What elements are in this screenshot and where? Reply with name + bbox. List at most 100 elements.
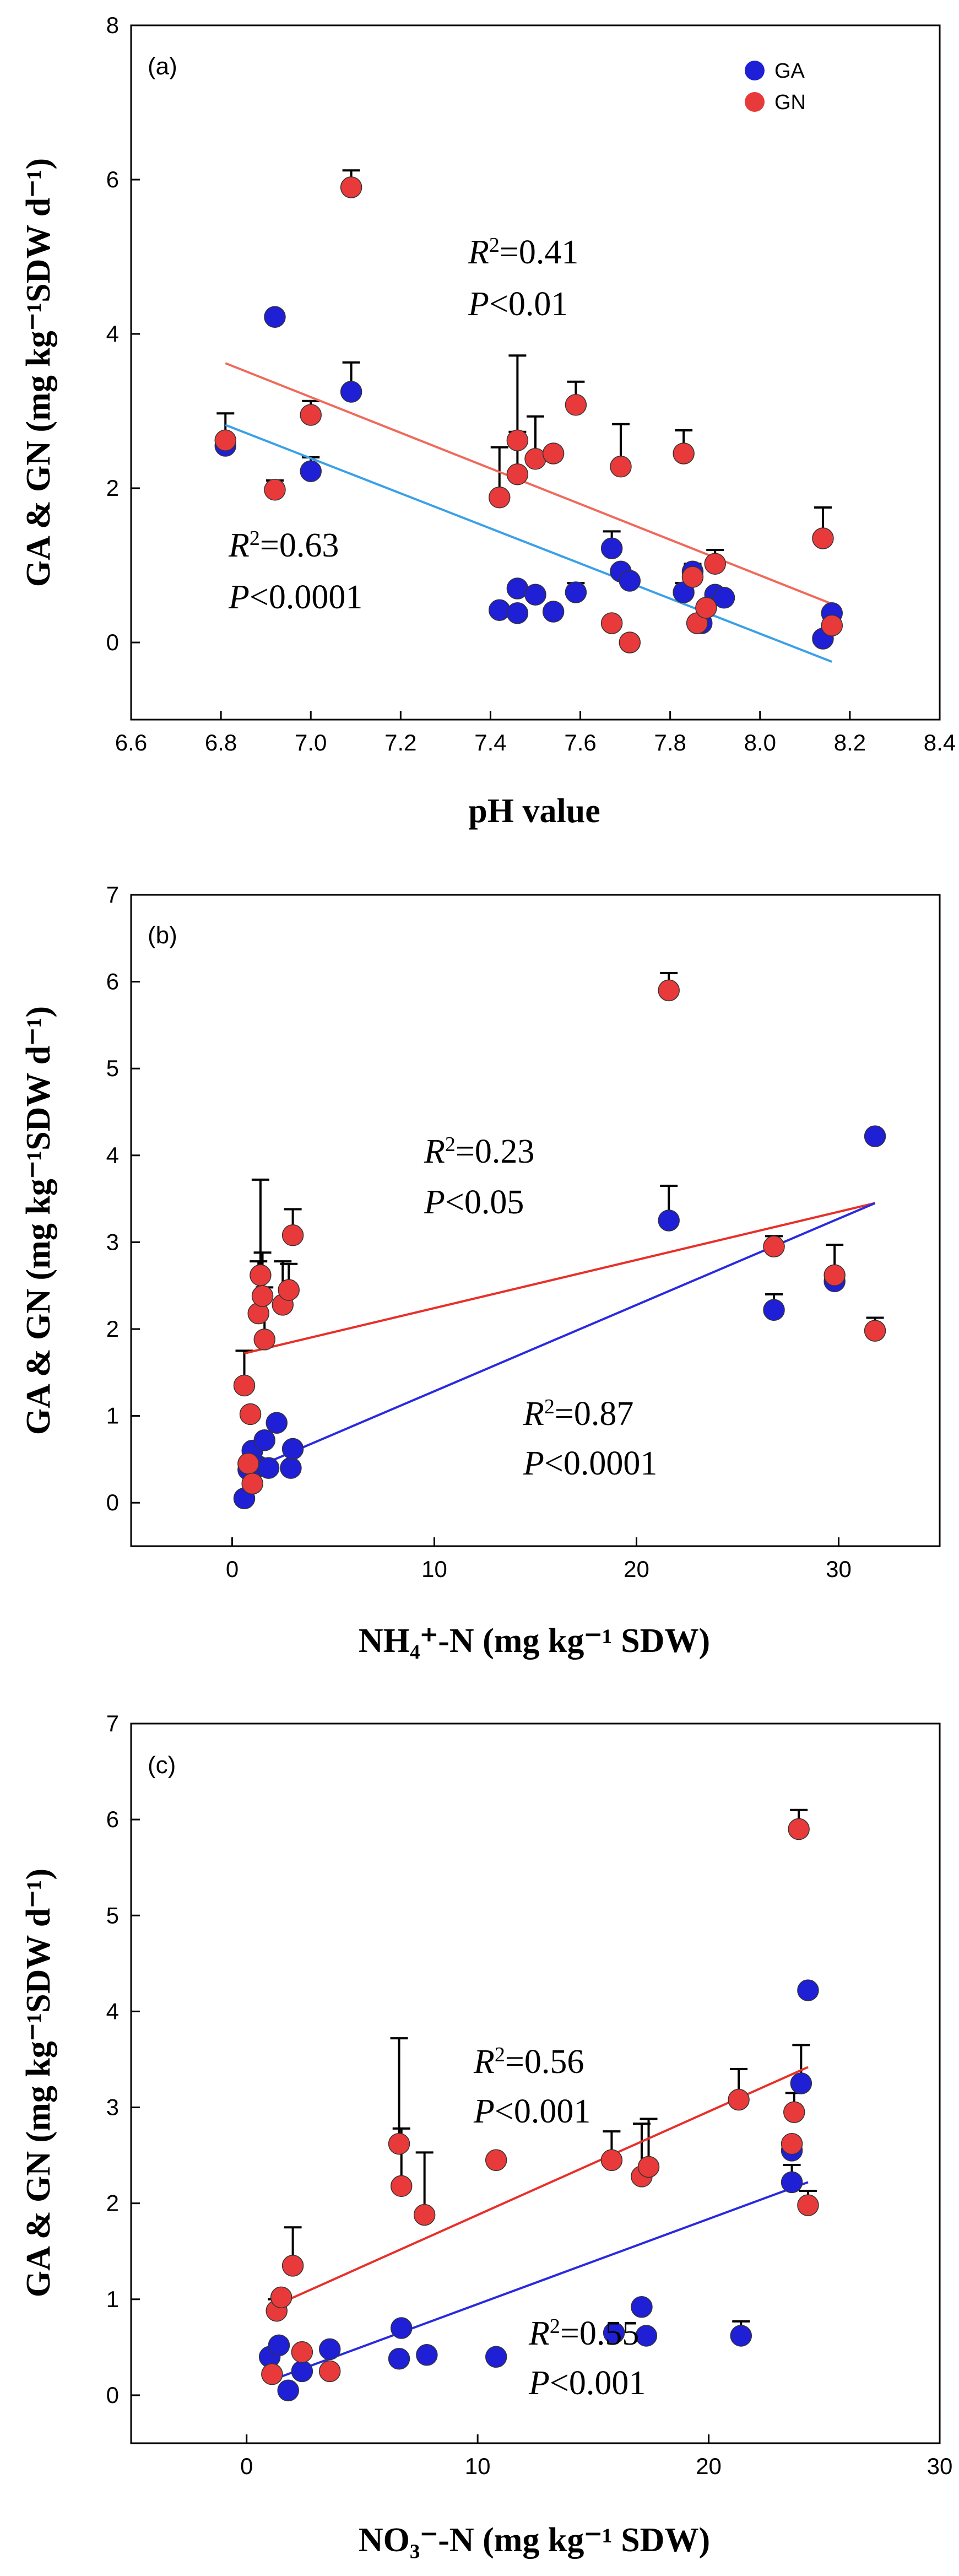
x-tick-label: 0 — [240, 2453, 253, 2479]
point-gn — [390, 2175, 413, 2197]
point-ga — [730, 2325, 752, 2347]
data-points — [214, 176, 843, 654]
y-tick-label: 0 — [106, 1489, 119, 1515]
point-gn — [542, 442, 565, 465]
legend-marker-gn — [745, 92, 765, 112]
point-ga — [300, 460, 322, 482]
panel-c: 0 10 20 30 0 1 2 3 4 5 6 7 (c) R2=0.56 P<0.001 R2=0… — [20, 1710, 952, 2559]
legend: GA GN — [745, 60, 806, 114]
point-ga — [781, 2171, 803, 2194]
panel-label: (a) — [148, 53, 177, 80]
x-tick-label: 8.4 — [924, 730, 956, 755]
y-tick-label: 0 — [106, 629, 119, 655]
panel-label: (b) — [148, 922, 177, 949]
annotation-r2-gn: R2=0.56 — [473, 2043, 584, 2081]
y-axis-title: GA & GN (mg kg⁻¹SDW d⁻¹) — [20, 1868, 57, 2297]
y-tick-label: 1 — [106, 1403, 119, 1429]
point-gn — [821, 614, 843, 636]
point-gn — [261, 2363, 283, 2385]
annotation-p-ga: P<0.0001 — [523, 1445, 657, 1482]
point-ga — [658, 1209, 680, 1232]
point-ga — [506, 602, 529, 624]
plot-frame — [130, 24, 941, 721]
plot-frame — [130, 1722, 941, 2444]
x-tick-label: 8.2 — [834, 730, 866, 755]
fit-line-ga — [269, 2181, 809, 2382]
point-gn — [788, 1818, 810, 1840]
y-axis-title: GA & GN (mg kg⁻¹SDW d⁻¹) — [20, 1006, 57, 1435]
fit-lines — [225, 362, 833, 663]
point-ga — [524, 584, 546, 606]
y-tick-label: 5 — [106, 1055, 119, 1081]
annotation-p-ga: P<0.001 — [528, 2364, 646, 2402]
panel-label: (c) — [148, 1752, 176, 1779]
point-ga — [390, 2317, 413, 2339]
fit-line-gn — [272, 2066, 809, 2308]
fit-line-gn — [244, 1202, 876, 1355]
point-gn — [864, 1320, 886, 1342]
point-gn — [658, 979, 680, 1002]
y-tick-label: 7 — [106, 882, 119, 908]
annotation-r2-ga: R2=0.55 — [528, 2315, 639, 2352]
point-gn — [673, 442, 695, 465]
x-tick-label: 30 — [927, 2453, 953, 2479]
point-gn — [278, 1279, 300, 1301]
y-tick-label: 2 — [106, 475, 119, 501]
y-tick-label: 6 — [106, 1806, 119, 1832]
x-tick-label: 6.6 — [115, 730, 147, 755]
point-ga — [253, 1429, 275, 1451]
x-tick-label: 10 — [421, 1556, 447, 1582]
point-ga — [603, 2321, 625, 2344]
y-tick-label: 5 — [106, 1902, 119, 1928]
point-gn — [823, 1264, 846, 1287]
point-gn — [214, 429, 237, 451]
point-ga — [268, 2334, 290, 2357]
point-ga — [600, 537, 623, 559]
x-tick-label: 30 — [826, 1556, 852, 1582]
point-gn — [763, 1235, 785, 1258]
legend-marker-ga — [745, 61, 765, 80]
annotation-p-gn: P<0.05 — [424, 1184, 524, 1221]
point-gn — [340, 176, 362, 198]
annotation-p-gn: P<0.01 — [468, 285, 568, 323]
point-ga — [631, 2296, 653, 2318]
y-tick-label: 0 — [106, 2382, 119, 2408]
point-ga — [281, 1438, 304, 1460]
point-gn — [506, 463, 529, 485]
point-ga — [485, 2346, 507, 2368]
point-gn — [300, 404, 322, 426]
point-gn — [489, 487, 511, 509]
y-tick-label: 4 — [106, 321, 119, 347]
point-ga — [257, 1457, 280, 1479]
point-gn — [797, 2194, 819, 2216]
legend-label-ga: GA — [774, 60, 805, 83]
point-ga — [542, 601, 565, 623]
point-gn — [318, 2360, 341, 2383]
y-tick-label: 8 — [106, 12, 119, 38]
point-gn — [485, 2149, 507, 2172]
point-gn — [704, 553, 726, 575]
annotation-p-gn: P<0.001 — [473, 2093, 590, 2130]
point-ga — [388, 2348, 410, 2370]
point-ga — [340, 381, 362, 403]
point-gn — [253, 1328, 275, 1351]
x-axis-title: NO₃⁻-N (mg kg⁻¹ SDW) — [359, 2521, 710, 2559]
panel-b: 0 10 20 30 0 1 2 3 4 5 6 7 (b) R2=0.23 P<0.05 R2=0.… — [20, 882, 941, 1660]
point-gn — [506, 429, 529, 451]
point-gn — [728, 2088, 750, 2111]
annotation-r2-gn: R2=0.23 — [424, 1133, 534, 1170]
legend-label-gn: GN — [774, 91, 806, 114]
x-tick-label: 7.0 — [295, 730, 327, 755]
point-gn — [237, 1452, 259, 1475]
x-tick-label: 10 — [465, 2453, 491, 2479]
x-tick-label: 6.8 — [205, 730, 237, 755]
error-bars — [235, 971, 884, 1386]
axis-ticks: 0 10 20 30 0 1 2 3 4 5 6 7 — [106, 882, 852, 1582]
x-tick-label: 8.0 — [744, 730, 776, 755]
point-ga — [797, 1979, 819, 2001]
point-gn — [250, 1264, 272, 1287]
x-axis-title: pH value — [468, 792, 600, 830]
x-axis-title: NH₄⁺-N (mg kg⁻¹ SDW) — [359, 1622, 710, 1660]
data-points — [258, 1818, 819, 2401]
